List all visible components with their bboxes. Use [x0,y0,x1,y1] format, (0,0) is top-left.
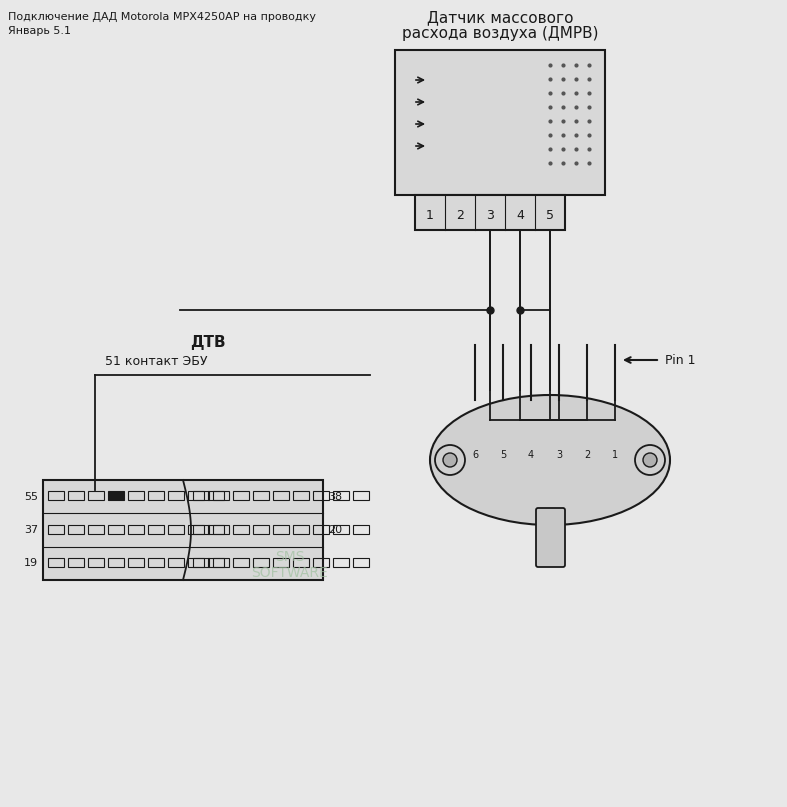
FancyBboxPatch shape [108,491,124,500]
FancyBboxPatch shape [43,480,323,580]
Text: 37: 37 [24,525,38,535]
Text: расхода воздуха (ДМРВ): расхода воздуха (ДМРВ) [401,26,598,41]
Text: 3: 3 [486,209,494,222]
Text: 5: 5 [546,209,554,222]
Text: 1: 1 [426,209,434,222]
Text: 6: 6 [472,450,478,460]
FancyBboxPatch shape [415,195,565,230]
Text: 4: 4 [516,209,524,222]
Circle shape [435,445,465,475]
Text: SMS
SOFTWARE: SMS SOFTWARE [252,550,328,580]
Text: 55: 55 [24,491,38,502]
Text: 19: 19 [24,558,38,568]
Text: ДТВ: ДТВ [190,335,226,350]
Text: 5: 5 [500,450,506,460]
Ellipse shape [430,395,670,525]
Text: 2: 2 [456,209,464,222]
Text: Январь 5.1: Январь 5.1 [8,26,71,36]
Text: Pin 1: Pin 1 [665,353,696,366]
Text: 38: 38 [328,491,342,502]
FancyBboxPatch shape [536,508,565,567]
Circle shape [443,453,457,467]
Circle shape [635,445,665,475]
Text: 2: 2 [584,450,590,460]
Circle shape [643,453,657,467]
FancyBboxPatch shape [395,50,605,195]
Text: Подключение ДАД Motorola MPX4250AP на проводку: Подключение ДАД Motorola MPX4250AP на пр… [8,12,316,22]
Text: 51 контакт ЭБУ: 51 контакт ЭБУ [105,355,208,368]
Text: Датчик массового: Датчик массового [427,10,573,25]
Text: 3: 3 [556,450,562,460]
Text: 4: 4 [528,450,534,460]
Text: 1: 1 [612,450,618,460]
Text: 20: 20 [328,525,342,535]
